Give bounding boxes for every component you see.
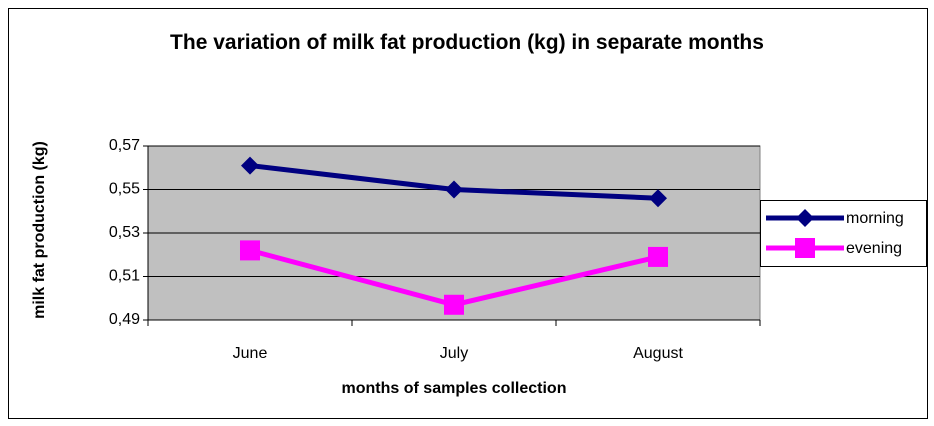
legend-marker: [795, 238, 815, 258]
legend-marker: [796, 209, 814, 227]
data-point: [241, 156, 259, 175]
y-tick-label: 0,51: [109, 268, 140, 285]
legend-label: evening: [846, 240, 902, 257]
chart-title: The variation of milk fat production (kg…: [170, 31, 764, 54]
y-axis-label: milk fat production (kg): [31, 141, 48, 319]
legend: [760, 200, 927, 267]
y-tick-label: 0,53: [109, 224, 140, 241]
y-tick-label: 0,49: [109, 311, 140, 328]
x-tick-label: July: [440, 345, 468, 362]
legend-label: morning: [846, 210, 904, 227]
data-point: [649, 189, 667, 208]
y-tick-label: 0,57: [109, 137, 140, 154]
data-point: [648, 246, 668, 267]
y-tick-label: 0,55: [109, 181, 140, 198]
x-axis-label: months of samples collection: [342, 380, 567, 397]
x-tick-label: August: [633, 345, 683, 362]
x-tick-label: June: [233, 345, 268, 362]
data-point: [444, 294, 464, 315]
data-point: [240, 240, 260, 261]
data-point: [445, 180, 463, 199]
